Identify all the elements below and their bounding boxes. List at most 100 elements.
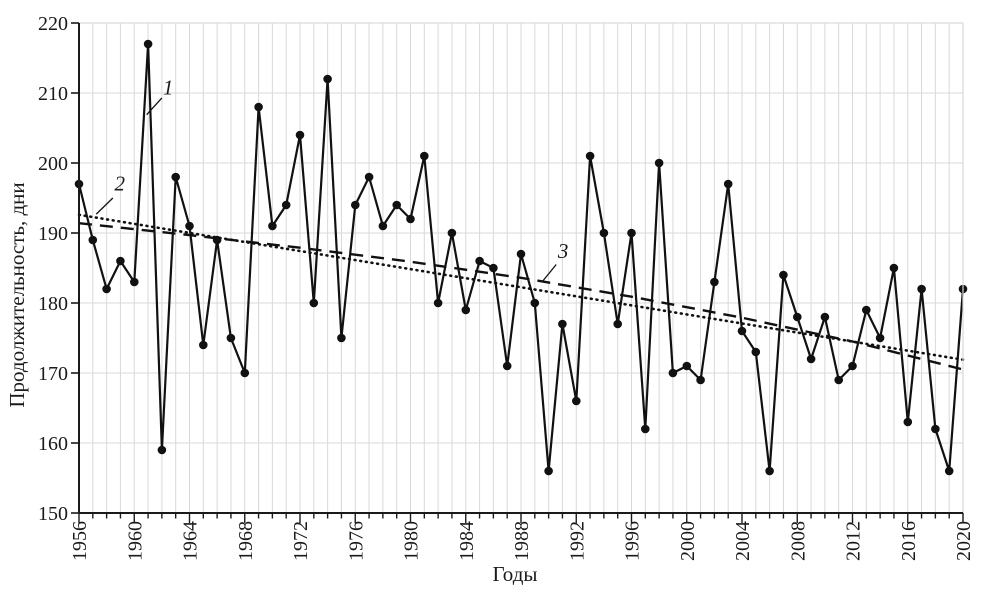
- data-point-marker: [447, 228, 457, 238]
- y-tick-label: 170: [38, 363, 68, 385]
- data-point-marker: [834, 375, 843, 385]
- data-point-marker: [212, 235, 222, 245]
- data-point-marker: [143, 39, 153, 49]
- y-tick-label: 190: [38, 223, 68, 245]
- data-point-marker: [806, 354, 816, 364]
- data-point-marker: [88, 235, 98, 245]
- x-tick-label: 2016: [898, 521, 920, 561]
- data-point-marker: [544, 466, 553, 476]
- x-tick-label: 1956: [69, 521, 91, 561]
- data-point-marker: [130, 277, 139, 287]
- y-axis-ticks: [71, 22, 79, 514]
- data-point-marker: [240, 368, 250, 378]
- x-tick-label: 2012: [843, 521, 865, 561]
- data-point-marker: [751, 347, 761, 357]
- data-point-marker: [599, 228, 609, 238]
- data-point-marker: [682, 361, 692, 371]
- data-point-marker: [613, 319, 622, 329]
- data-point-marker: [226, 333, 236, 343]
- annotation-leader-line: [542, 264, 557, 282]
- data-point-marker: [917, 284, 926, 294]
- data-point-marker: [268, 221, 277, 231]
- polynomial-trend-line: [78, 222, 964, 371]
- series-annotation-1: 1: [146, 75, 174, 116]
- x-tick-label: 1964: [180, 521, 202, 561]
- data-point-marker: [309, 298, 319, 308]
- data-point-marker: [931, 424, 940, 434]
- data-point-marker: [668, 368, 678, 378]
- data-point-marker: [420, 151, 429, 161]
- data-point-marker: [516, 249, 526, 259]
- annotation-leader-line: [95, 197, 114, 215]
- data-point-marker: [102, 284, 111, 294]
- data-point-marker: [157, 445, 167, 455]
- data-point-marker: [779, 270, 788, 280]
- data-point-marker: [875, 333, 885, 343]
- series-annotation-2: 2: [95, 171, 125, 215]
- x-tick-label: 1984: [456, 521, 478, 561]
- data-point-marker: [323, 74, 332, 84]
- data-point-marker: [862, 305, 871, 315]
- series-annotation-3: 3: [542, 239, 569, 282]
- data-point-marker: [461, 305, 471, 315]
- annotation-leader-line: [146, 97, 163, 116]
- x-tick-label: 1988: [511, 521, 533, 561]
- x-tick-label: 2000: [677, 521, 699, 561]
- data-point-marker: [710, 277, 719, 287]
- data-point-marker: [475, 256, 484, 266]
- data-point-marker: [254, 102, 263, 112]
- data-point-marker: [489, 263, 498, 273]
- x-tick-label: 2008: [787, 521, 809, 561]
- x-tick-label: 1976: [345, 521, 367, 561]
- data-point-marker: [820, 312, 830, 322]
- data-point-marker: [171, 172, 180, 182]
- data-point-marker: [337, 333, 346, 343]
- data-point-marker: [351, 200, 360, 210]
- data-point-marker: [572, 396, 581, 406]
- annotation-label: 1: [163, 75, 174, 99]
- data-point-marker: [641, 424, 650, 434]
- y-tick-label: 210: [38, 83, 68, 105]
- data-point-marker: [295, 130, 305, 140]
- data-point-marker: [433, 298, 443, 308]
- x-tick-label: 1980: [401, 521, 423, 561]
- x-tick-label: 2020: [953, 521, 975, 561]
- y-axis-title: Продолжительность, дни: [5, 182, 29, 407]
- x-tick-label: 1972: [290, 521, 312, 561]
- data-point-marker: [765, 466, 774, 476]
- x-axis-ticks: [78, 513, 964, 523]
- x-tick-label: 2004: [732, 521, 754, 561]
- y-tick-label: 180: [38, 293, 68, 315]
- data-point-markers: [74, 39, 968, 476]
- annotation-label: 3: [557, 239, 569, 263]
- data-point-marker: [281, 200, 291, 210]
- data-point-marker: [185, 221, 194, 231]
- data-point-marker: [723, 179, 733, 189]
- data-point-marker: [406, 214, 415, 224]
- x-tick-label: 1968: [235, 521, 257, 561]
- data-point-marker: [558, 319, 567, 329]
- y-tick-label: 200: [38, 153, 68, 175]
- data-point-marker: [502, 361, 512, 371]
- data-point-marker: [199, 340, 208, 350]
- x-tick-label: 1960: [124, 521, 146, 561]
- data-point-marker: [944, 466, 954, 476]
- data-point-marker: [364, 172, 374, 182]
- data-point-marker: [627, 228, 636, 238]
- data-point-marker: [737, 326, 747, 336]
- data-point-marker: [585, 151, 595, 161]
- data-point-marker: [378, 221, 388, 231]
- x-tick-label: 1996: [622, 521, 644, 561]
- gridlines: [79, 22, 964, 513]
- y-tick-label: 160: [38, 433, 68, 455]
- data-point-marker: [889, 263, 899, 273]
- x-axis-labels: 1956 1960 1964 1968 1972 1976 1980 1984 1988 1992…: [69, 521, 975, 561]
- data-point-marker: [848, 361, 857, 371]
- data-point-marker: [903, 417, 913, 427]
- x-axis-title: Годы: [493, 562, 538, 586]
- y-axis-labels: 150 160 170 180 190 200 210 220: [38, 13, 68, 525]
- data-point-marker: [116, 256, 125, 266]
- data-point-marker: [530, 298, 540, 308]
